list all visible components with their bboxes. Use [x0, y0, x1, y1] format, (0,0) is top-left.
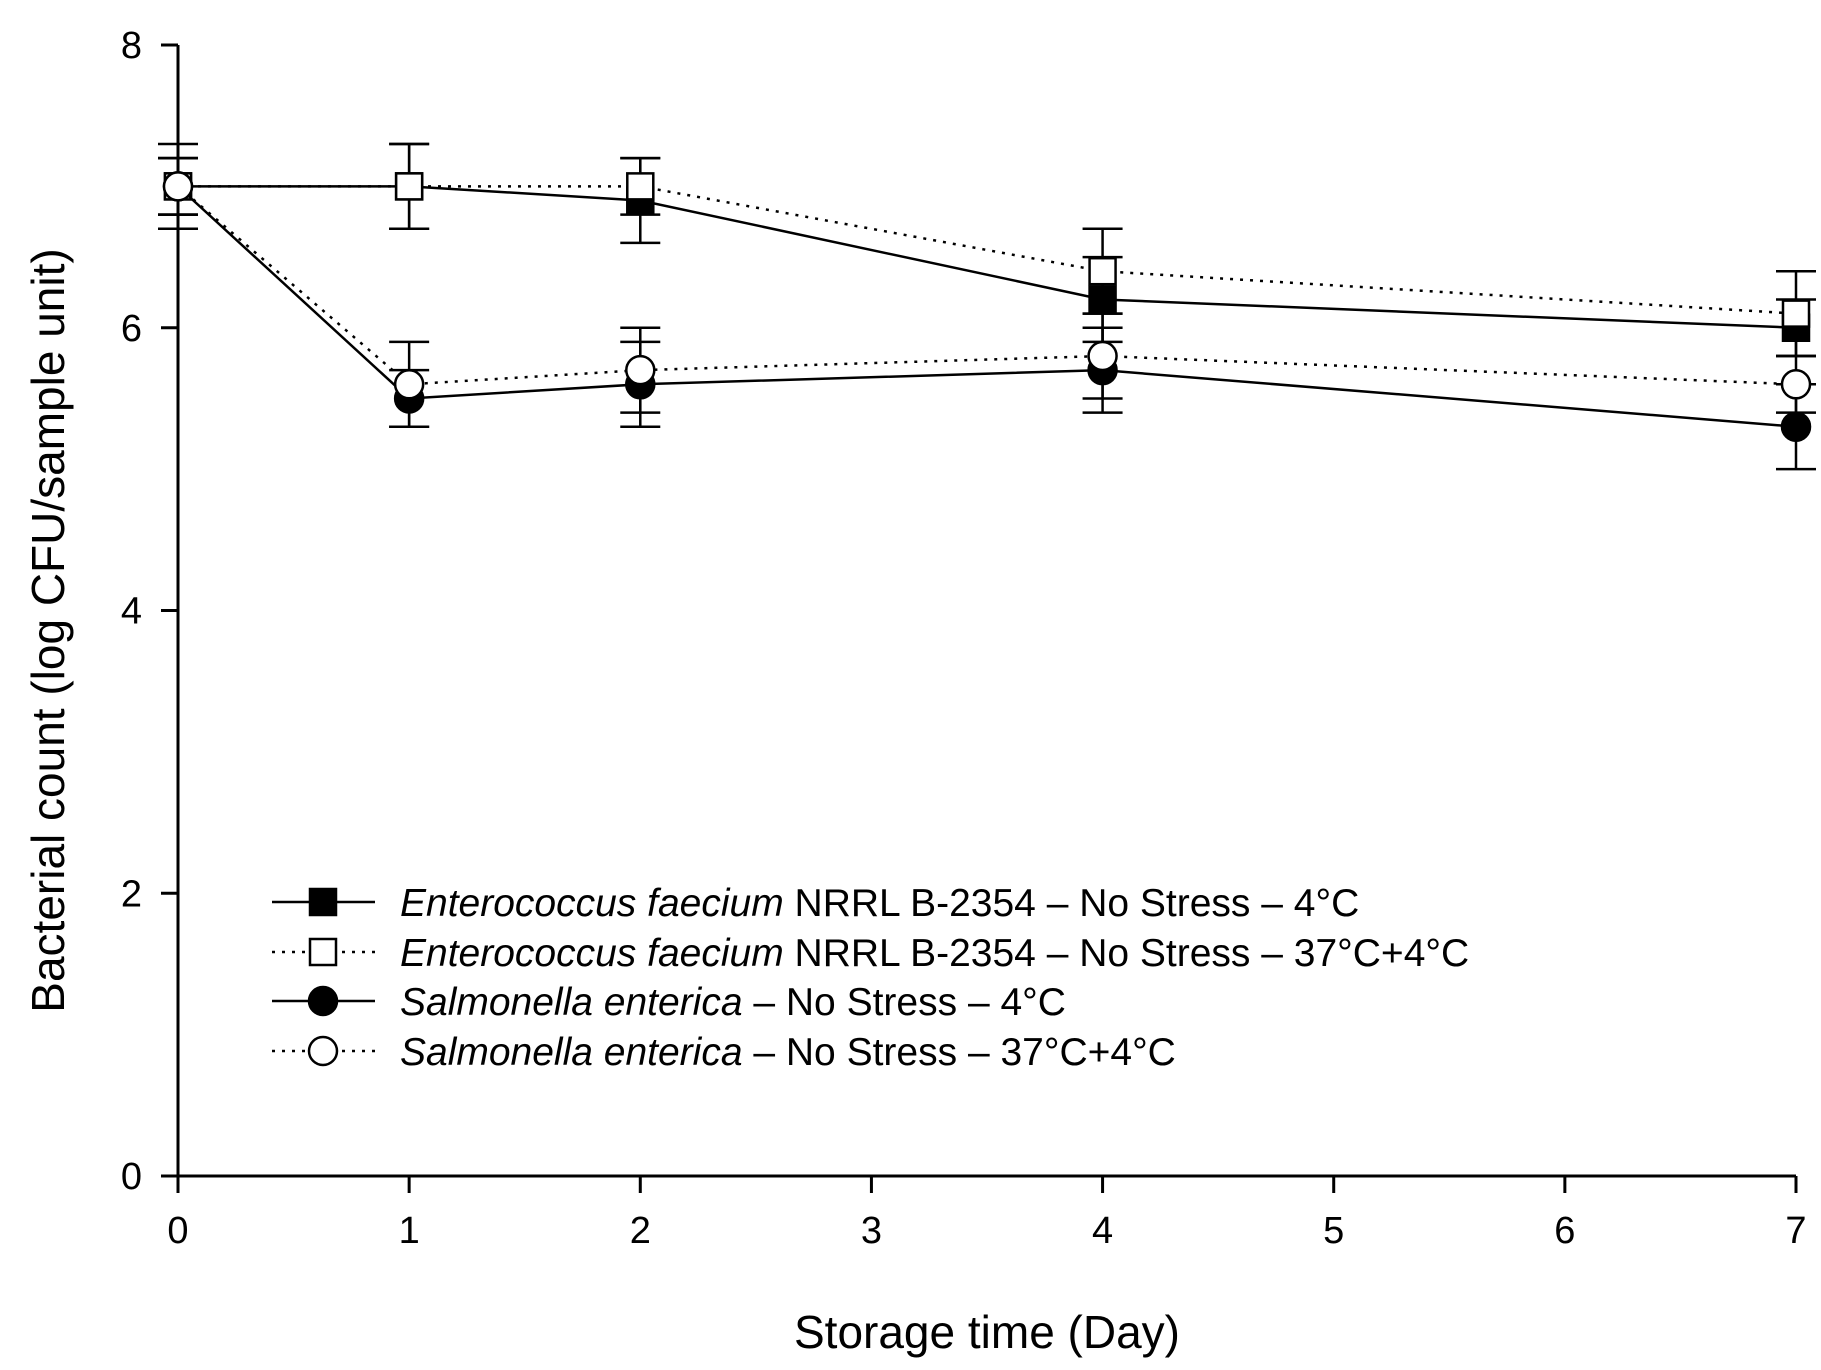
- x-tick-label: 7: [1785, 1210, 1806, 1252]
- data-point: [1781, 299, 1811, 328]
- series-4: [158, 156, 1816, 428]
- legend-label: Salmonella enterica – No Stress – 37°C+4…: [400, 1031, 1176, 1074]
- legend-marker: [308, 937, 338, 967]
- legend-label: Enterococcus faecium NRRL B-2354 – No St…: [400, 882, 1359, 925]
- legend-entry-1: Enterococcus faecium NRRL B-2354 – No St…: [272, 882, 1359, 925]
- legend-marker: [308, 887, 338, 917]
- series-line: [178, 185, 1797, 329]
- series-3: [158, 156, 1816, 471]
- legend: Enterococcus faecium NRRL B-2354 – No St…: [272, 882, 1469, 1074]
- legend-entry-2: Enterococcus faecium NRRL B-2354 – No St…: [272, 932, 1469, 975]
- legend-label-species: Enterococcus faecium: [400, 882, 784, 925]
- x-tick-label: 1: [399, 1210, 420, 1252]
- x-axis-title: Storage time (Day): [794, 1306, 1180, 1358]
- legend-marker: [307, 985, 339, 1017]
- y-tick-label: 6: [121, 308, 142, 350]
- legend-label-condition: – No Stress – 4°C: [743, 981, 1066, 1024]
- series-line: [177, 185, 1797, 386]
- series-line: [178, 185, 1797, 315]
- legend-label-condition: – No Stress – 37°C+4°C: [743, 1031, 1176, 1074]
- legend-label-condition: NRRL B-2354 – No Stress – 37°C+4°C: [784, 932, 1469, 975]
- legend-label-species: Salmonella enterica: [400, 1031, 743, 1074]
- data-point: [394, 172, 424, 201]
- legend-label-condition: NRRL B-2354 – No Stress – 4°C: [784, 882, 1360, 925]
- legend-label: Enterococcus faecium NRRL B-2354 – No St…: [400, 932, 1469, 975]
- x-tick-label: 5: [1323, 1210, 1344, 1252]
- series-layer: [158, 142, 1816, 471]
- x-tick-label: 6: [1554, 1210, 1575, 1252]
- x-tick-label: 2: [630, 1210, 651, 1252]
- legend-label: Salmonella enterica – No Stress – 4°C: [400, 981, 1066, 1024]
- series-2: [158, 142, 1816, 358]
- x-tick-label: 3: [861, 1210, 882, 1252]
- y-tick-label: 0: [121, 1156, 142, 1198]
- data-point: [393, 369, 425, 400]
- axes: 0 2 4 6 8 0 1 2 3 4 5 6 7: [121, 25, 1807, 1252]
- data-point: [162, 171, 194, 202]
- y-tick-label: 8: [121, 25, 142, 67]
- legend-label-species: Enterococcus faecium: [400, 932, 784, 975]
- legend-entry-4: Salmonella enterica – No Stress – 37°C+4…: [272, 1031, 1176, 1074]
- legend-marker: [307, 1035, 339, 1067]
- y-tick-label: 4: [121, 591, 142, 633]
- data-point: [626, 172, 655, 201]
- legend-entry-3: Salmonella enterica – No Stress – 4°C: [272, 981, 1066, 1024]
- data-point: [1087, 340, 1118, 372]
- legend-label-species: Salmonella enterica: [400, 981, 743, 1024]
- x-tick-label: 4: [1092, 1210, 1113, 1252]
- y-tick-label: 2: [121, 873, 142, 915]
- data-point: [1780, 369, 1812, 400]
- x-tick-label: 0: [167, 1210, 188, 1252]
- y-axis-title: Bacterial count (log CFU/sample unit): [22, 248, 74, 1012]
- data-point: [1088, 256, 1117, 286]
- data-point: [625, 354, 656, 386]
- data-point: [1780, 411, 1812, 442]
